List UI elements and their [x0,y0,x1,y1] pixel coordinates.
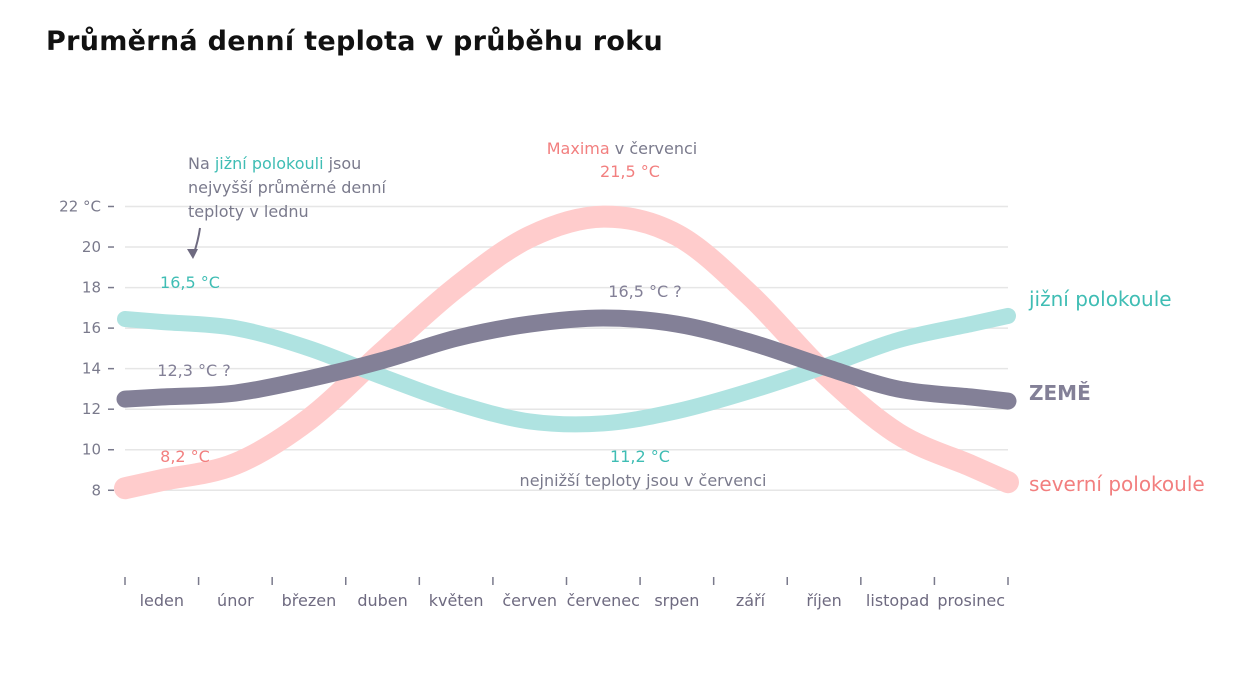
x-tick-label: listopad [866,591,929,610]
y-tick-label: 10 [82,441,101,459]
south-note-line-2: nejvyšší průměrné denní [188,178,387,197]
x-tick-label: červenec [567,591,640,610]
y-tick-label: 8 [91,481,101,499]
x-tick-label: duben [357,591,407,610]
north-max-heading: Maxima v červenci [547,139,697,158]
south-note-line-1: Na jižní polokouli jsou [188,154,361,173]
grid-lines [125,205,1008,492]
x-tick-label: srpen [654,591,699,610]
x-tick-label: říjen [806,591,841,610]
down-arrow-icon [187,227,201,259]
north-max-label: 21,5 °C [600,162,660,181]
y-axis: 22 °C 20 18 16 14 12 10 8 [59,197,114,499]
x-axis: leden únor březen duben květen červen červenec… [124,577,1009,610]
south-min-note: nejnižší teploty jsou v červenci [520,471,767,490]
series-lines [114,205,1019,500]
x-tick-label: březen [282,591,337,610]
annotations: Na jižní polokouli jsou nejvyšší průměrn… [157,139,766,490]
series-label-north: severní polokoule [1029,472,1205,496]
x-tick-label: červen [502,591,557,610]
series-label-south: jižní polokoule [1028,287,1172,311]
y-tick-label: 20 [82,238,101,256]
x-tick-label: prosinec [937,591,1005,610]
y-tick-label: 12 [82,400,101,418]
series-label-earth: ZEMĚ [1029,381,1091,405]
y-tick-label: 22 °C [59,197,101,215]
series-line-earth [116,309,1017,410]
y-tick-label: 18 [82,279,101,297]
south-max-label: 16,5 °C [160,273,220,292]
earth-min-label: 12,3 °C ? [157,361,230,380]
chart-title: Průměrná denní teplota v průběhu roku [46,26,664,57]
north-min-label: 8,2 °C [160,447,210,466]
x-tick-label: leden [140,591,184,610]
y-tick-label: 14 [82,360,101,378]
earth-max-label: 16,5 °C ? [608,282,681,301]
series-line-north [114,205,1019,500]
south-min-label: 11,2 °C [610,447,670,466]
y-tick-label: 16 [82,319,101,337]
x-tick-label: září [736,591,766,610]
x-tick-label: únor [217,591,254,610]
x-tick-label: květen [429,591,484,610]
series-line-south [117,307,1016,433]
south-note-line-3: teploty v lednu [188,202,309,221]
series-labels: jižní polokoule severní polokoule ZEMĚ [1028,287,1205,496]
